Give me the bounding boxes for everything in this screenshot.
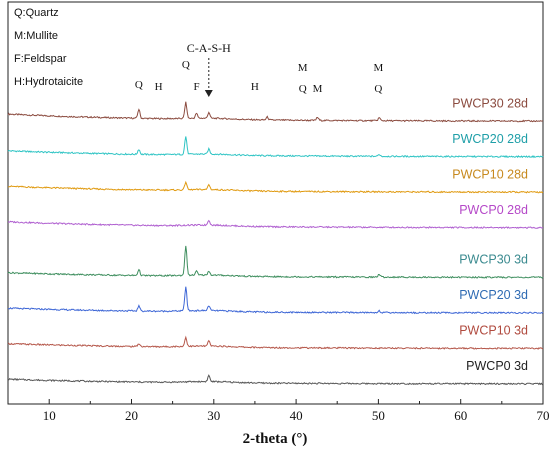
series-line	[7, 101, 544, 123]
series-line	[7, 219, 544, 230]
peak-label: H	[251, 81, 259, 93]
x-axis-ticks: 10 20 30 40 50 60 70	[7, 399, 550, 423]
series-label: PWCP30 3d	[459, 253, 528, 267]
peak-label: M	[298, 62, 308, 74]
x-tick-label: 10	[43, 408, 56, 423]
peak-label: Q	[299, 83, 307, 95]
series-line	[7, 180, 544, 194]
legend-entry: F:Feldspar	[14, 53, 67, 65]
series-label: PWCP20 28d	[452, 132, 528, 146]
peak-label: Q	[182, 59, 190, 71]
csh-label: C-A-S-H	[187, 41, 231, 55]
series-line	[7, 335, 544, 350]
plot-frame	[7, 1, 544, 405]
x-tick-label: 40	[290, 408, 303, 423]
x-tick-label: 70	[537, 408, 550, 423]
peak-label: Q	[135, 79, 143, 91]
series-label: PWCP20 3d	[459, 288, 528, 302]
x-tick-label: 50	[372, 408, 385, 423]
x-axis-title: 2-theta (°)	[243, 431, 308, 447]
series-label: PWCP30 28d	[452, 96, 528, 110]
peak-label: F	[193, 81, 199, 93]
phase-legend: Q:Quartz M:Mullite F:Feldspar H:Hydrotaicit…	[14, 7, 83, 88]
x-tick-label: 30	[207, 408, 220, 423]
peak-label: M	[374, 62, 384, 74]
legend-entry: Q:Quartz	[14, 7, 59, 19]
peak-label: H	[155, 81, 163, 93]
series-label: PWCP0 28d	[459, 203, 528, 217]
peak-label: M	[313, 83, 323, 95]
series-label: PWCP10 28d	[452, 167, 528, 181]
series-line	[7, 374, 544, 386]
series-line	[7, 136, 544, 159]
series-label: PWCP10 3d	[459, 324, 528, 338]
legend-entry: H:Hydrotaicite	[14, 76, 83, 88]
x-tick-label: 20	[125, 408, 138, 423]
x-tick-label: 60	[454, 408, 467, 423]
series-line	[7, 286, 544, 315]
peak-label: Q	[374, 83, 382, 95]
series-label: PWCP0 3d	[466, 359, 528, 373]
legend-entry: M:Mullite	[14, 30, 58, 42]
series-group: PWCP30 28d PWCP20 28d PWCP10 28d PWCP0 28d P…	[7, 96, 544, 386]
csh-arrowhead	[204, 90, 213, 97]
series-line	[7, 245, 544, 279]
